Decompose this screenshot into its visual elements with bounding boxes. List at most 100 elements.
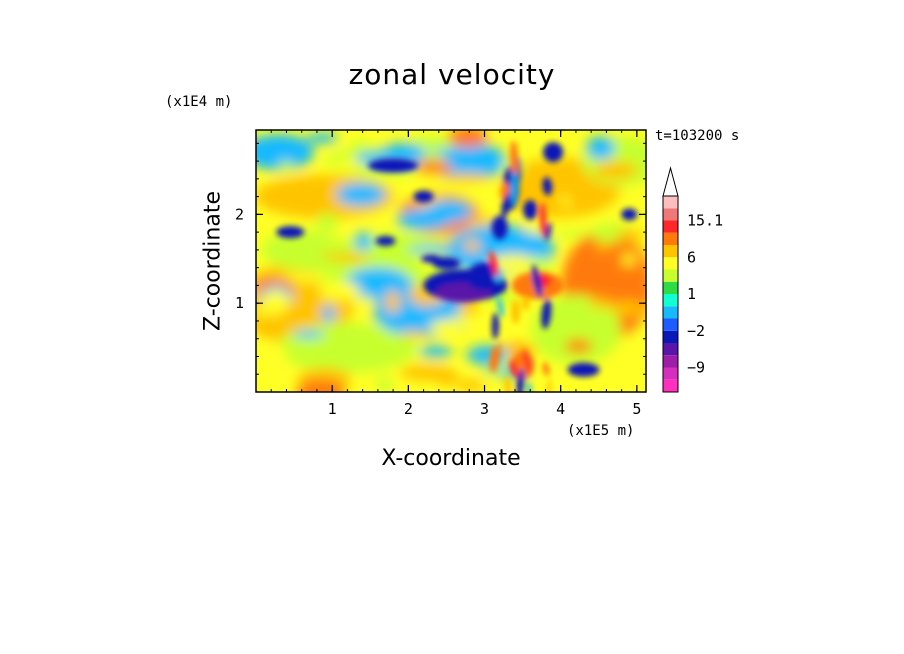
y-tick-label-0: 1 <box>235 294 244 312</box>
field-wave-23 <box>516 368 525 392</box>
x-tick-label-4: 5 <box>632 400 641 418</box>
field-wave-20 <box>527 381 532 392</box>
colorbar-extend-arrow <box>662 166 679 197</box>
field-patch-51 <box>621 252 636 267</box>
time-annotation: t=103200 s <box>655 128 740 144</box>
y-tick-label-1: 2 <box>235 205 244 223</box>
colorbar-label-3: −2 <box>687 322 705 340</box>
field-core-15 <box>543 142 564 163</box>
axis-ticks: 1 2 3 4 5 1 2 <box>235 130 646 418</box>
colorbar-swatch-6 <box>663 306 678 319</box>
field-wave-18 <box>501 194 511 218</box>
field-wave-2 <box>497 296 504 318</box>
field-patch-52 <box>316 212 339 233</box>
colorbar-swatch-8 <box>663 281 678 294</box>
field-core-4 <box>276 226 305 239</box>
field-region-15 <box>261 229 342 270</box>
field-region-10 <box>530 294 621 365</box>
field-core-13 <box>491 215 508 240</box>
field-patch-59 <box>398 331 428 338</box>
field-wave-14 <box>511 171 517 206</box>
field-core-7 <box>421 254 442 263</box>
field-patch-44 <box>447 130 488 148</box>
field-wave-3 <box>511 299 521 324</box>
field-patch-38 <box>321 305 336 323</box>
field-patch-78 <box>419 345 453 358</box>
y-axis-unit: (x1E4 m) <box>165 94 233 110</box>
field-wave-25 <box>489 345 497 372</box>
colorbar-swatch-14 <box>663 208 678 221</box>
colorbar-swatch-5 <box>663 318 678 331</box>
colorbar-swatch-4 <box>663 330 678 343</box>
x-tick-label-0: 1 <box>328 400 337 418</box>
field-patch-54 <box>564 339 593 353</box>
chart-title: zonal velocity <box>348 58 556 91</box>
field-patch-79 <box>331 252 369 263</box>
field-patch-13 <box>292 330 325 339</box>
colorbar-swatch-11 <box>663 245 678 258</box>
colorbar-swatch-9 <box>663 269 678 282</box>
field-patch-55 <box>595 241 612 251</box>
field-core-3 <box>368 158 419 173</box>
colorbar-swatch-13 <box>663 220 678 233</box>
field-wave-19 <box>493 341 502 374</box>
field-patch-11 <box>332 159 366 170</box>
field-patch-84 <box>296 379 346 392</box>
field-patch-61 <box>450 315 479 326</box>
field-wave-11 <box>531 265 543 298</box>
field-patch-42 <box>408 136 460 150</box>
field-patch-8 <box>306 133 338 144</box>
colorbar-label-4: −9 <box>687 359 705 377</box>
field-wave-1 <box>542 361 550 377</box>
colorbar-swatch-1 <box>663 367 678 380</box>
colorbar: 15.1 6 1 −2 −9 <box>662 166 723 393</box>
velocity-field <box>256 130 646 392</box>
field-patch-21 <box>318 281 361 301</box>
field-patch-65 <box>289 193 328 218</box>
field-patch-74 <box>415 165 447 174</box>
field-patch-18 <box>336 182 386 207</box>
field-patch-17 <box>336 326 381 336</box>
field-patch-58 <box>407 245 460 254</box>
field-patch-86 <box>256 308 284 316</box>
field-core-16 <box>621 208 638 221</box>
field-patch-66 <box>350 296 377 306</box>
field-patch-20 <box>458 379 485 392</box>
field-patch-69 <box>616 229 643 242</box>
field-patch-88 <box>466 345 509 365</box>
field-cores <box>276 140 638 392</box>
x-axis-unit: (x1E5 m) <box>567 423 635 439</box>
field-patch-81 <box>256 263 273 270</box>
field-patch-29 <box>440 173 490 183</box>
field-wave-12 <box>542 177 553 196</box>
field-wave-10 <box>489 250 499 278</box>
colorbar-swatch-10 <box>663 257 678 270</box>
field-patch-19 <box>593 161 639 180</box>
colorbar-swatch-7 <box>663 294 678 307</box>
field-wave-17 <box>544 222 552 241</box>
colorbar-swatch-2 <box>663 355 678 368</box>
x-tick-label-3: 4 <box>556 400 565 418</box>
colorbar-swatch-15 <box>663 196 678 209</box>
field-patch-75 <box>589 298 613 309</box>
colorbar-swatch-0 <box>663 379 678 392</box>
x-tick-label-2: 3 <box>480 400 489 418</box>
field-patch-85 <box>567 187 605 210</box>
field-patch-76 <box>262 289 290 314</box>
field-patch-26 <box>256 342 288 362</box>
field-patch-83 <box>396 208 452 231</box>
field-wave-15 <box>521 295 530 311</box>
colorbar-label-0: 15.1 <box>687 212 723 230</box>
field-patch-89 <box>256 322 270 335</box>
field-wave-0 <box>491 312 499 340</box>
field-patch-63 <box>586 136 615 160</box>
field-patch-57 <box>377 375 392 392</box>
field-patch-10 <box>384 290 401 314</box>
field-wave-4 <box>539 202 547 236</box>
field-core-14 <box>523 199 538 220</box>
field-wave-22 <box>523 348 531 374</box>
field-core-11 <box>567 362 600 377</box>
field-region-6 <box>256 134 314 171</box>
colorbar-swatch-12 <box>663 232 678 245</box>
field-wave-16 <box>509 359 519 378</box>
